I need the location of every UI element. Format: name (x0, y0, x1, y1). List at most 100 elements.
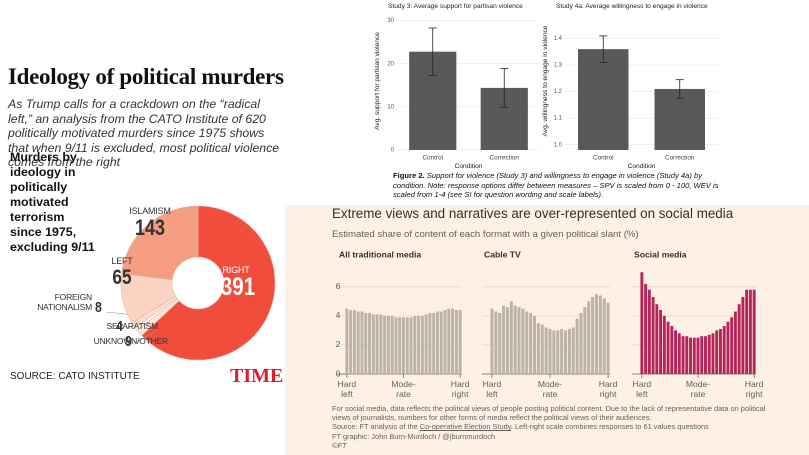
time-side-label: Murders by ideology in politically motiv… (10, 150, 95, 254)
bar (752, 289, 756, 374)
bar (692, 337, 696, 374)
panel-title: Social media (634, 249, 687, 259)
bar (525, 311, 529, 374)
bar (737, 304, 741, 374)
y-tick-label: 0 (391, 148, 395, 154)
bar (647, 289, 651, 374)
bar (356, 311, 360, 374)
bar (689, 337, 692, 374)
y-tick-label: 1.4 (554, 36, 563, 42)
bar (405, 317, 409, 374)
bar (602, 298, 606, 374)
bar (540, 324, 544, 374)
ft-note: For social media, data reflects the poli… (332, 404, 766, 423)
y-axis-label: Avg. willingness to engage in violence (542, 25, 549, 136)
ft-source-link[interactable]: Co-operative Election Study (419, 422, 511, 432)
bar (651, 296, 655, 374)
bar (707, 334, 711, 374)
panel-title: Study 3: Average support for partisan vi… (388, 3, 523, 10)
bar (420, 315, 424, 374)
slice-label: LEFT (111, 255, 133, 266)
slice-value: 8 (95, 299, 102, 316)
y-axis-label: Avg. support for partisan violence (374, 32, 381, 130)
x-tick-label: Hard right (450, 379, 470, 399)
x-tick-label: Hard right (598, 379, 618, 399)
panel-title: Cable TV (484, 249, 521, 259)
bar (662, 315, 666, 374)
x-tick-label: Hard left (632, 379, 652, 399)
bar (741, 296, 745, 374)
slice-label: RIGHT (222, 264, 250, 275)
slice-value: 391 (220, 273, 256, 301)
bar (659, 310, 663, 374)
panel-title: Study 4a: Average willingness to engage … (556, 3, 708, 10)
caption-text: Support for violence (Study 3) and willi… (393, 171, 719, 200)
slice-label: FOREIGN NATIONALISM (37, 292, 92, 312)
bar (677, 333, 681, 374)
x-tick-label: Mode-rate (537, 379, 563, 399)
pie-slice (141, 205, 276, 361)
bar (587, 301, 591, 374)
slice-value: 9 (125, 333, 132, 350)
bar (591, 296, 595, 374)
y-tick-label: 10 (387, 104, 394, 110)
bar (521, 308, 525, 374)
bar (715, 330, 719, 374)
bar (560, 328, 564, 374)
ft-subtitle: Estimated share of content of each forma… (332, 229, 639, 240)
bar (578, 49, 629, 150)
ft-title: Extreme views and narratives are over-re… (332, 206, 734, 221)
bar (556, 330, 560, 374)
bar (349, 310, 353, 374)
time-title: Ideology of political murders (8, 64, 284, 89)
x-axis-label: Condition (628, 163, 656, 170)
slice-value: 65 (112, 266, 132, 290)
bar (517, 307, 521, 374)
x-tick-label: Control (593, 155, 614, 162)
bar (490, 308, 494, 374)
ft-credit: FT graphic: John Burn-Murdoch / @jburnmu… (332, 431, 496, 441)
bar (435, 311, 439, 374)
bar (571, 327, 575, 374)
y-tick-label: 0 (336, 368, 341, 378)
panel-title: All traditional media (339, 249, 421, 259)
bar (674, 330, 678, 374)
bar (670, 326, 674, 374)
time-subtitle: As Trump calls for a crackdown on the “r… (8, 97, 280, 169)
bar (409, 317, 413, 374)
bar (352, 310, 356, 374)
x-tick-label: Control (422, 155, 443, 162)
x-tick-label: Hard left (482, 379, 502, 399)
bar (505, 307, 509, 374)
slice-label: ISLAMISM (129, 205, 171, 216)
bar (513, 305, 517, 374)
bar (666, 321, 670, 374)
ft-copyright: ©FT (332, 440, 347, 450)
bar (696, 337, 700, 374)
bar (700, 336, 704, 374)
bar (711, 333, 715, 374)
y-tick-label: 2 (336, 339, 341, 349)
bar (533, 315, 537, 374)
slice-label: UNKNOWN/OTHER (93, 336, 169, 347)
y-tick-label: 1.2 (554, 89, 563, 95)
bar (368, 312, 372, 374)
bar (454, 310, 458, 374)
y-tick-label: 20 (387, 61, 394, 67)
bar (439, 311, 443, 374)
bar (494, 311, 498, 374)
bar (594, 294, 598, 374)
bar (509, 301, 513, 374)
bar (390, 315, 394, 374)
bar (704, 336, 707, 374)
bar (722, 326, 726, 374)
bar (428, 312, 432, 374)
bar (447, 308, 451, 374)
bar (360, 311, 364, 374)
time-logo: TIME (230, 365, 284, 387)
pie-slice (121, 205, 199, 281)
slice-value: 4 (116, 318, 123, 335)
leader-line (134, 329, 159, 344)
bar (502, 305, 506, 374)
